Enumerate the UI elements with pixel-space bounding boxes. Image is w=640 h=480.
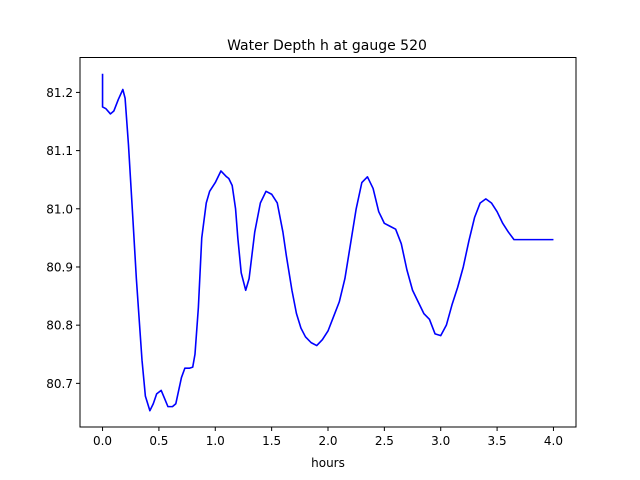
x-tick-label: 3.0: [431, 434, 450, 448]
plot-area: [101, 73, 554, 412]
y-tick-label: 80.8: [46, 319, 73, 333]
x-tick-label: 1.5: [262, 434, 281, 448]
y-tick-label: 81.2: [46, 86, 73, 100]
x-axis-label: hours: [311, 456, 345, 470]
x-tick-label: 3.5: [488, 434, 507, 448]
y-tick-label: 81.0: [46, 202, 73, 216]
y-tick-label: 80.7: [46, 377, 73, 391]
chart-title: Water Depth h at gauge 520: [227, 38, 427, 54]
x-tick-label: 2.0: [318, 434, 337, 448]
x-tick-label: 4.0: [544, 434, 563, 448]
y-axis: 80.7 80.8 80.9 81.0 81.1 81.2: [46, 86, 80, 391]
x-axis: 0.0 0.5 1.0 1.5 2.0 2.5 3.0 3.5 4.0: [93, 427, 563, 448]
x-tick-label: 1.0: [206, 434, 225, 448]
x-tick-label: 0.5: [149, 434, 168, 448]
y-tick-label: 81.1: [46, 144, 73, 158]
x-tick-label: 0.0: [93, 434, 112, 448]
x-tick-label: 2.5: [375, 434, 394, 448]
series-line-0: [101, 73, 554, 412]
y-tick-label: 80.9: [46, 260, 73, 274]
